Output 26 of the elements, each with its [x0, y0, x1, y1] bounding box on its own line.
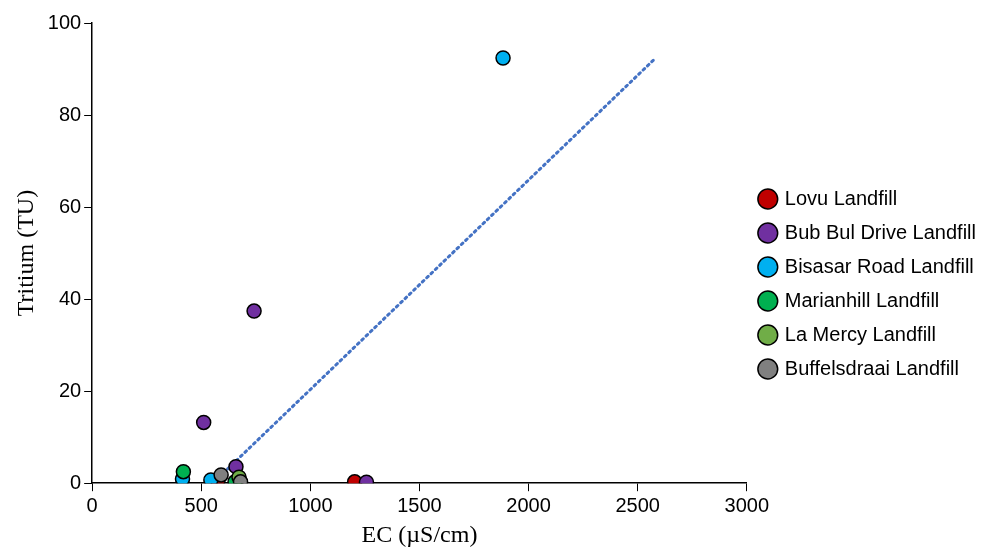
y-tick-label: 80: [58, 102, 82, 125]
x-axis-title: EC (µS/cm): [361, 520, 478, 547]
point: [195, 414, 212, 431]
legend-label: Marianhill Landfill: [784, 288, 940, 311]
y-tick-label: 60: [58, 194, 82, 217]
point: [495, 50, 511, 66]
legend-label: La Mercy Landfill: [784, 322, 936, 345]
y-tick-label: 20: [58, 378, 82, 401]
x-tick-label: 0: [86, 493, 98, 516]
point: [213, 467, 229, 483]
x-tick-label: 3000: [724, 493, 770, 516]
y-tick-label: 100: [47, 10, 82, 33]
point: [246, 303, 262, 319]
x-tick-label: 1500: [397, 493, 442, 516]
y-tick-label: 0: [70, 470, 82, 493]
legend-label: Lovu Landfill: [784, 186, 898, 209]
point: [175, 463, 192, 480]
x-tick-label: 1000: [288, 493, 333, 516]
x-tick-label: 500: [184, 493, 218, 516]
legend-label: Bub Bul Drive Landfill: [784, 220, 977, 243]
x-tick-label: 2500: [615, 493, 660, 516]
legend-label: Buffelsdraai Landfill: [784, 356, 959, 379]
y-axis-title: Tritium (TU): [11, 189, 38, 317]
y-tick-label: 40: [58, 286, 82, 309]
x-tick-label: 2000: [506, 493, 551, 516]
legend-label: Bisasar Road Landfill: [784, 254, 974, 277]
